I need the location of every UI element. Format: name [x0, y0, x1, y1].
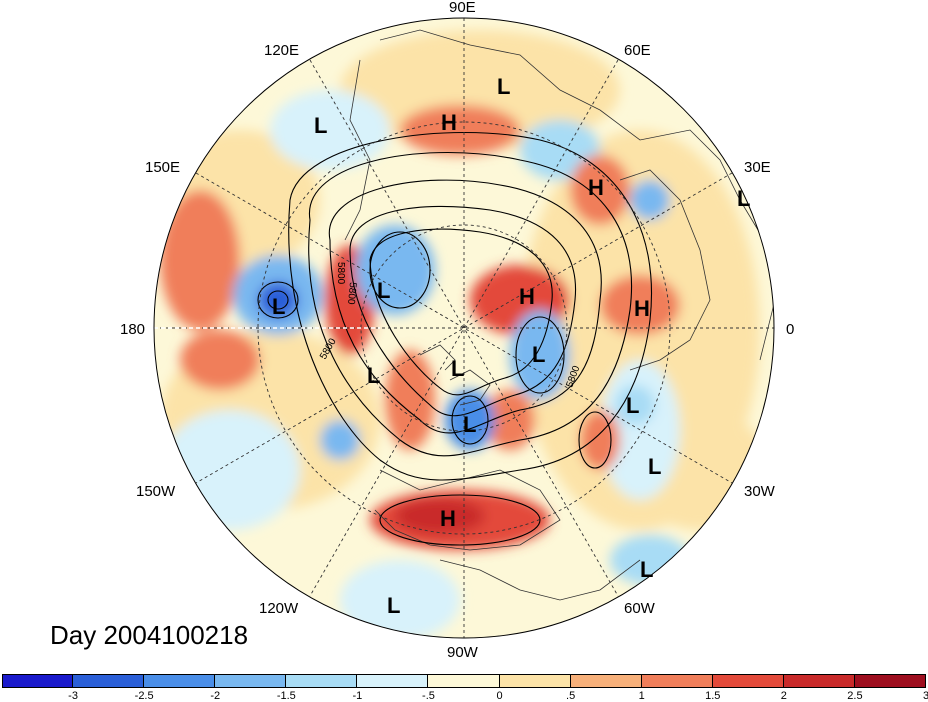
lon-label-30e: 30E	[744, 159, 771, 176]
high-center: H	[588, 175, 604, 200]
low-center: L	[626, 393, 639, 418]
colorbar-tick-label: 3	[922, 690, 928, 702]
lon-label-180: 180	[120, 321, 145, 338]
colorbar-tick-label: -.5	[422, 690, 435, 702]
colorbar-swatch	[2, 674, 74, 688]
high-center: H	[441, 110, 457, 135]
low-center: L	[377, 278, 390, 303]
anomaly-field	[154, 18, 774, 638]
lon-label-90e: 90E	[449, 0, 476, 16]
colorbar-swatch	[286, 674, 358, 688]
contour-label: 5800	[345, 282, 358, 306]
lon-label-150e: 150E	[145, 159, 180, 176]
colorbar-tick-label: -2.5	[134, 690, 154, 702]
lon-label-0: 0	[786, 321, 794, 338]
colorbar-tick-label: -3	[68, 690, 78, 702]
lon-label-120w: 120W	[259, 600, 299, 617]
lon-label-150w: 150W	[136, 483, 176, 500]
low-center: L	[463, 412, 476, 437]
colorbar-tick-label: 1	[638, 690, 645, 702]
low-center: L	[640, 557, 653, 582]
colorbar-tick-label: -2	[210, 690, 221, 702]
longitude-labels: 90E 60E 30E 0 30W 60W 90W 120W 150W 180 …	[120, 0, 794, 661]
contour-label: 5800	[335, 262, 346, 285]
low-center: L	[367, 363, 380, 388]
colorbar-swatch	[428, 674, 500, 688]
colorbar-swatch	[73, 674, 145, 688]
high-center: H	[440, 506, 456, 531]
colorbar-tick-label: 2	[780, 690, 787, 702]
colorbar-swatch	[499, 674, 571, 688]
map-boundary	[153, 17, 775, 639]
lon-label-120e: 120E	[264, 42, 299, 59]
height-contours	[257, 132, 652, 546]
colorbar-swatch	[570, 674, 642, 688]
colorbar-swatch	[357, 674, 429, 688]
low-center: L	[451, 356, 464, 381]
colorbar-swatch	[641, 674, 713, 688]
colorbar-tick-label: 1.5	[705, 690, 721, 702]
polar-map: 90E 60E 30E 0 30W 60W 90W 120W 150W 180 …	[120, 0, 794, 661]
map-title: Day 2004100218	[50, 620, 249, 650]
colorbar-tick-label: -1	[352, 690, 363, 702]
colorbar-swatch	[712, 674, 784, 688]
lon-label-30w: 30W	[744, 483, 776, 500]
colorbar-tick-label: -1.5	[276, 690, 296, 702]
colorbar-swatch	[144, 674, 216, 688]
colorbar-swatch	[215, 674, 287, 688]
lon-label-90w: 90W	[447, 644, 479, 661]
high-center: H	[519, 284, 535, 309]
low-center: L	[648, 454, 661, 479]
low-center: L	[387, 593, 400, 618]
low-center: L	[737, 186, 750, 211]
graticule	[154, 18, 774, 638]
lon-label-60e: 60E	[624, 42, 651, 59]
pressure-centers: L H L H L L H H L L L L L L L H L L	[272, 74, 750, 618]
low-center: L	[497, 74, 510, 99]
high-center: H	[634, 296, 650, 321]
low-center: L	[272, 294, 285, 319]
lon-label-60w: 60W	[624, 600, 656, 617]
colorbar-tick-label: .5	[566, 690, 576, 702]
low-center: L	[532, 342, 545, 367]
colorbar-tick-label: 2.5	[847, 690, 863, 702]
colorbar-tick-label: 0	[496, 690, 503, 702]
colorbar-swatch	[854, 674, 926, 688]
low-center: L	[314, 113, 327, 138]
colorbar: -3 -2.5 -2 -1.5 -1 -.5 0 .5 1 1.5 2 2.5 3	[0, 674, 928, 702]
colorbar-swatch	[783, 674, 855, 688]
